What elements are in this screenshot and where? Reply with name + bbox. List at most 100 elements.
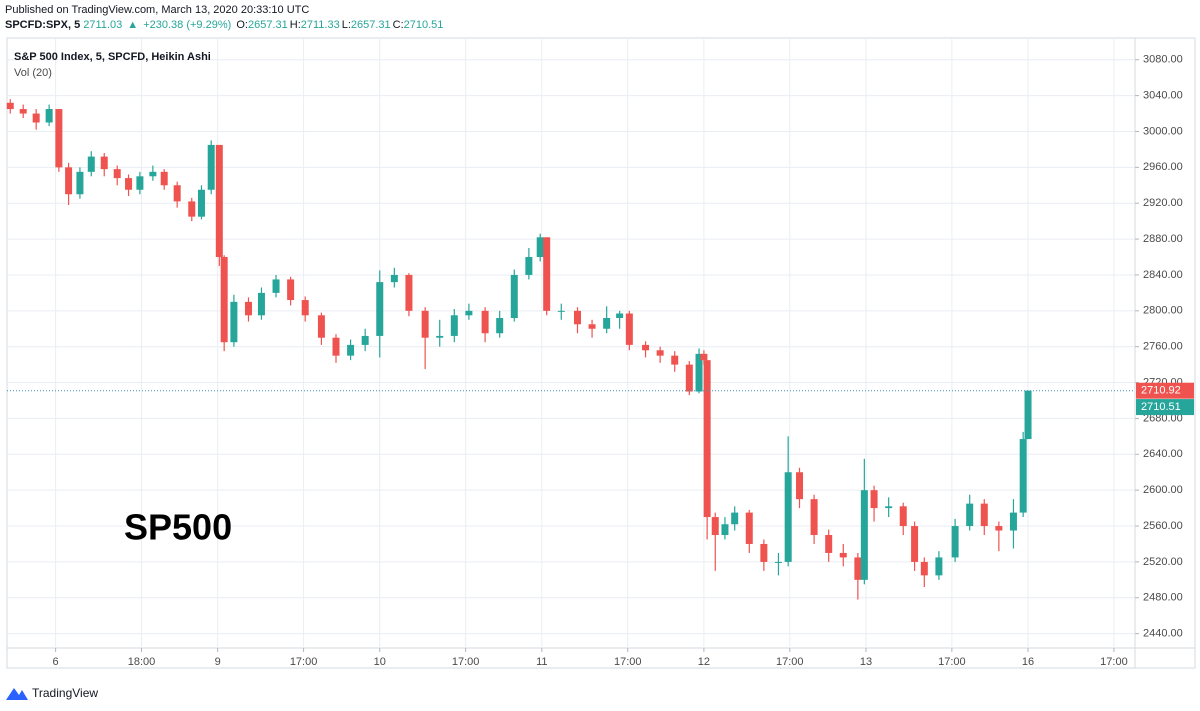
candle-body [1024, 390, 1032, 440]
candle-body [287, 279, 295, 301]
candle-body [810, 499, 818, 536]
change: +230.38 (+9.29%) [143, 19, 232, 31]
candle-body [1019, 439, 1027, 513]
candle-body [625, 313, 633, 345]
candle-body [436, 335, 444, 338]
candle-body [197, 189, 205, 217]
candle-body [784, 472, 792, 562]
candle-body [796, 472, 804, 500]
candle-body [525, 257, 533, 275]
candle-body [703, 360, 711, 518]
ohlc-value: 2711.33 [300, 19, 340, 31]
y-tick-label: 2840.00 [1143, 269, 1183, 281]
candle-body [951, 526, 959, 558]
candle-body [966, 503, 974, 527]
x-tick-label: 17:00 [776, 656, 804, 668]
candle-body [920, 561, 928, 576]
candle-body [656, 350, 664, 356]
candle-body [65, 167, 73, 195]
candle-body [695, 353, 703, 392]
candle-body [113, 169, 121, 179]
candle-body [207, 144, 215, 190]
candle-body [935, 557, 943, 576]
candle-body [317, 315, 325, 338]
ohlc-value: 2657.31 [350, 19, 391, 31]
y-tick-label: 2600.00 [1143, 484, 1183, 496]
candle-body [55, 109, 63, 168]
price-label-box [1136, 382, 1194, 399]
candle-body [347, 344, 355, 356]
candle-body [125, 178, 133, 190]
candle-body [721, 524, 729, 536]
subtitle: Vol (20) [14, 67, 52, 79]
candle-body [980, 503, 988, 527]
candle-body [745, 512, 753, 544]
price-label: 2710.51 [1141, 401, 1181, 413]
candle-body [76, 171, 84, 195]
x-tick-label: 12 [698, 656, 710, 668]
candle-body [19, 109, 27, 114]
candle-body [1009, 512, 1017, 531]
y-tick-label: 2800.00 [1143, 305, 1183, 317]
candle-body [173, 185, 181, 202]
y-tick-label: 2560.00 [1143, 520, 1183, 532]
ohlc-label: H: [289, 19, 301, 31]
candle-body [465, 310, 473, 316]
candle-body [272, 279, 280, 293]
y-tick-label: 3000.00 [1143, 125, 1183, 137]
ohlc-value: 2657.31 [247, 19, 288, 31]
y-tick-label: 2760.00 [1143, 341, 1183, 353]
y-tick-label: 2680.00 [1143, 412, 1183, 424]
x-tick-label: 9 [215, 656, 221, 668]
candle-body [301, 300, 309, 316]
candle-body [45, 109, 53, 123]
chart-title: S&P 500 Index, 5, SPCFD, Heikin Ashi [14, 51, 211, 63]
candles [6, 99, 1032, 600]
published-line: Published on TradingView.com, March 13, … [5, 3, 447, 18]
y-tick-label: 2880.00 [1143, 233, 1183, 245]
candle-body [536, 237, 544, 258]
x-tick-label: 18:00 [128, 656, 156, 668]
x-tick-label: 11 [536, 656, 547, 668]
logo: TradingView [6, 686, 98, 700]
x-tick-label: 17:00 [938, 656, 966, 668]
price-label: 2710.92 [1141, 385, 1181, 397]
last: 2711.03 [83, 19, 123, 31]
y-tick-label: 3040.00 [1143, 90, 1183, 102]
candle-body [700, 353, 708, 361]
quote-line: SPCFD:SPX, 5 2711.03 ▲ +230.38 (+9.29%) … [5, 18, 447, 33]
symbol: SPCFD:SPX, 5 [5, 19, 81, 31]
candle-body [870, 490, 878, 509]
candle-body [603, 317, 611, 329]
candle-body [685, 364, 693, 392]
grid [7, 38, 1135, 648]
candle-body [87, 156, 95, 172]
chart-frame [6, 37, 1196, 669]
candle-body [860, 490, 868, 580]
x-tick-label: 17:00 [452, 656, 480, 668]
candle-body [32, 113, 40, 123]
candle-body [450, 315, 458, 336]
candle-body [405, 274, 413, 311]
y-tick-label: 3080.00 [1143, 54, 1183, 66]
y-tick-label: 2920.00 [1143, 197, 1183, 209]
x-tick-label: 17:00 [1100, 656, 1128, 668]
x-tick-label: 17:00 [290, 656, 318, 668]
brand: TradingView [32, 686, 98, 700]
y-tick-label: 2440.00 [1143, 628, 1183, 640]
candle-body [332, 337, 340, 356]
candle-body [100, 156, 108, 170]
y-tick-label: 2960.00 [1143, 161, 1183, 173]
candle-body [496, 317, 504, 334]
x-tick-label: 13 [860, 656, 872, 668]
candle-body [642, 344, 650, 351]
candle-body [510, 274, 518, 318]
candle-body [616, 313, 624, 318]
candle-body [421, 310, 429, 338]
candle-body [361, 335, 369, 345]
candle-body [671, 355, 679, 365]
candle-body [731, 512, 739, 525]
candle-body [711, 517, 719, 536]
